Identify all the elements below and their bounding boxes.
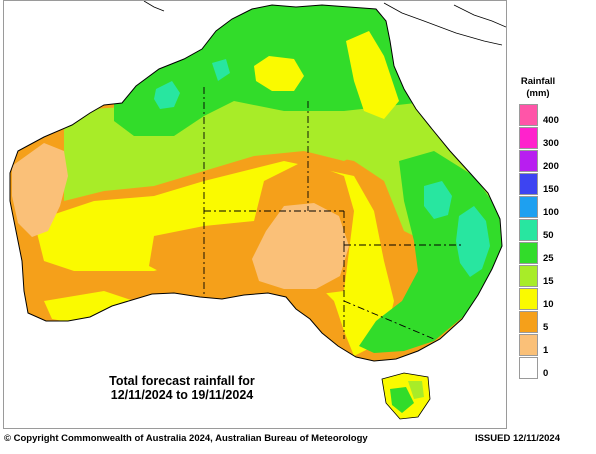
zone-50mm-east: [456, 206, 490, 277]
legend-label-50: 50: [543, 230, 554, 241]
legend-label-5: 5: [543, 322, 549, 333]
legend-title: Rainfall (mm): [510, 76, 566, 100]
rainfall-map: Total forecast rainfall for 12/11/2024 t…: [3, 0, 507, 429]
legend-label-0: 0: [543, 368, 549, 379]
legend-swatch-5: [519, 311, 538, 333]
zone-10mm-southwest: [44, 291, 134, 323]
legend-label-300: 300: [543, 138, 559, 149]
copyright-notice: © Copyright Commonwealth of Australia 20…: [4, 433, 368, 444]
legend-swatch-0: [519, 357, 538, 379]
timor-coastline: [143, 1, 165, 12]
legend-swatch-100: [519, 196, 538, 218]
zone-50mm-kimberley: [154, 81, 180, 109]
legend-swatch-1: [519, 334, 538, 356]
rainfall-zones: [10, 5, 502, 361]
zone-10mm-north: [254, 56, 304, 91]
legend-swatch-150: [519, 173, 538, 195]
zone-50mm-arnhem: [212, 59, 230, 81]
legend-label-15: 15: [543, 276, 554, 287]
issued-date: ISSUED 12/11/2024: [474, 433, 560, 444]
legend-swatch-15: [519, 265, 538, 287]
png-coastline-2: [453, 4, 506, 28]
caption-line-1: Total forecast rainfall for: [109, 374, 255, 388]
zone-1mm-central: [252, 203, 349, 289]
legend-swatch-200: [519, 150, 538, 172]
legend-label-1: 1: [543, 345, 549, 356]
legend-title-line-1: Rainfall: [520, 76, 556, 87]
rainfall-legend: 400 300 200 150 100 50 25 15 10 5 1 0: [519, 104, 595, 380]
legend-label-25: 25: [543, 253, 554, 264]
zone-15mm-gulf: [294, 121, 364, 161]
legend-title-line-2: (mm): [526, 88, 550, 99]
state-boundaries: [203, 87, 464, 340]
coastline: [9, 4, 503, 362]
zone-10mm-cape: [346, 31, 399, 119]
png-coastline: [383, 2, 503, 46]
zone-25mm-east: [359, 151, 502, 353]
caption-line-2: 12/11/2024 to 19/11/2024: [110, 388, 254, 402]
nsw-vic-border: [343, 300, 435, 340]
legend-swatch-10: [519, 288, 538, 310]
legend-label-200: 200: [543, 161, 559, 172]
legend-swatch-50: [519, 219, 538, 241]
legend-swatch-300: [519, 127, 538, 149]
legend-swatch-400: [519, 104, 538, 126]
tasmania: [381, 372, 431, 420]
legend-label-100: 100: [543, 207, 559, 218]
zone-50mm-inland: [424, 181, 452, 219]
legend-label-10: 10: [543, 299, 554, 310]
legend-swatch-25: [519, 242, 538, 264]
tasmania-25mm: [390, 387, 414, 413]
zone-1mm-west: [12, 143, 68, 237]
australia-rainfall-map-graphic: [9, 1, 506, 420]
legend-label-400: 400: [543, 115, 559, 126]
legend-label-150: 150: [543, 184, 559, 195]
tasmania-15mm: [408, 381, 424, 399]
